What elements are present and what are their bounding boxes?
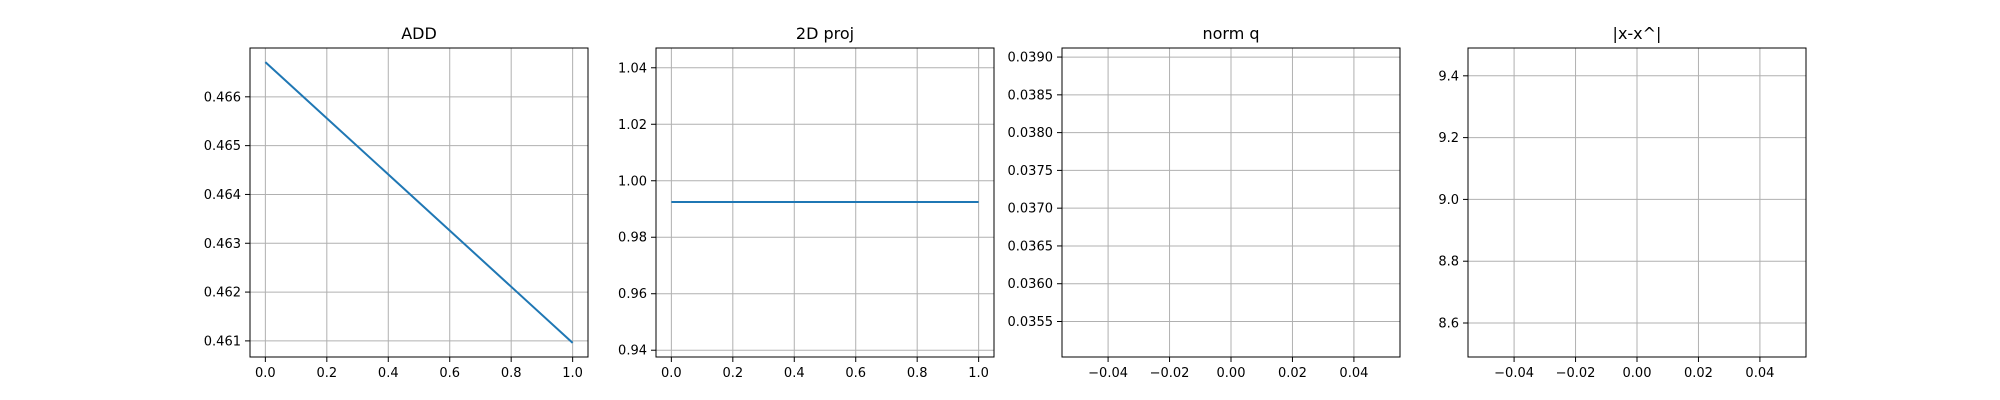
x-tick-label: −0.02 bbox=[1556, 366, 1596, 381]
subplot-add: 0.0 0.2 0.4 0.6 0.8 1.0 0.461 0.462 0.463 0.464 0.… bbox=[204, 24, 589, 381]
x-tick-label: 0.02 bbox=[1684, 366, 1713, 381]
y-tick-label: 9.4 bbox=[1438, 69, 1459, 84]
y-tick-label: 0.98 bbox=[618, 231, 647, 246]
subplot-title: ADD bbox=[401, 24, 437, 43]
subplot-title: norm q bbox=[1202, 24, 1259, 43]
y-tick-label: 0.462 bbox=[204, 286, 241, 301]
x-tick-label: −0.04 bbox=[1088, 366, 1128, 381]
y-tick-label: 0.0390 bbox=[1008, 51, 1054, 66]
y-tick-label: 0.0370 bbox=[1008, 202, 1054, 217]
y-tick-label: 0.0385 bbox=[1008, 88, 1054, 103]
axes-frame bbox=[249, 47, 589, 358]
x-tick-label: 0.2 bbox=[316, 366, 337, 381]
y-tick-label: 0.464 bbox=[204, 188, 241, 203]
x-tick-label: −0.02 bbox=[1150, 366, 1190, 381]
x-tick-label: 1.0 bbox=[968, 366, 989, 381]
subplot-title: |x-x^| bbox=[1613, 24, 1662, 43]
subplot-title: 2D proj bbox=[796, 24, 854, 43]
x-tick-label: 0.00 bbox=[1217, 366, 1246, 381]
y-tick-label: 0.461 bbox=[204, 334, 241, 349]
y-tick-label: 0.466 bbox=[204, 90, 241, 105]
x-tick-label: 0.6 bbox=[845, 366, 866, 381]
series-line bbox=[264, 61, 574, 344]
y-tick-label: 8.6 bbox=[1438, 317, 1459, 332]
y-tick-label: 1.02 bbox=[618, 118, 647, 133]
y-tick-label: 1.00 bbox=[618, 174, 647, 189]
x-tick-label: 0.0 bbox=[255, 366, 276, 381]
axes-frame bbox=[655, 47, 995, 358]
y-tick-label: 8.8 bbox=[1438, 255, 1459, 270]
y-tick-label: 0.0380 bbox=[1008, 126, 1054, 141]
subplot-norm-q: −0.04 −0.02 0.00 0.02 0.04 0.0355 0.0360 0.0365… bbox=[1008, 24, 1401, 381]
axes-frame bbox=[1467, 47, 1807, 358]
y-tick-label: 0.94 bbox=[618, 344, 647, 359]
y-tick-label: 0.465 bbox=[204, 139, 241, 154]
x-tick-label: 1.0 bbox=[562, 366, 583, 381]
y-tick-label: 9.0 bbox=[1438, 193, 1459, 208]
x-tick-label: 0.04 bbox=[1745, 366, 1774, 381]
x-tick-label: 0.4 bbox=[784, 366, 805, 381]
x-tick-label: 0.4 bbox=[378, 366, 399, 381]
x-tick-label: 0.04 bbox=[1339, 366, 1368, 381]
y-tick-label: 0.96 bbox=[618, 287, 647, 302]
x-tick-label: 0.02 bbox=[1278, 366, 1307, 381]
subplot-2d-proj: 0.0 0.2 0.4 0.6 0.8 1.0 0.94 0.96 0.98 1.00 1.02 1.… bbox=[618, 24, 995, 381]
x-tick-label: 0.0 bbox=[661, 366, 682, 381]
y-tick-label: 0.0365 bbox=[1008, 239, 1054, 254]
y-tick-label: 9.2 bbox=[1438, 131, 1459, 146]
y-tick-label: 0.0375 bbox=[1008, 164, 1054, 179]
y-tick-label: 0.0360 bbox=[1008, 277, 1054, 292]
x-tick-label: 0.8 bbox=[907, 366, 928, 381]
x-tick-label: 0.8 bbox=[501, 366, 522, 381]
y-tick-label: 0.463 bbox=[204, 237, 241, 252]
x-tick-label: −0.04 bbox=[1494, 366, 1534, 381]
subplot-x-error: −0.04 −0.02 0.00 0.02 0.04 8.6 8.8 9.0 9.2 9.4 |x-… bbox=[1438, 24, 1807, 381]
y-tick-label: 0.0355 bbox=[1008, 315, 1054, 330]
x-tick-label: 0.6 bbox=[439, 366, 460, 381]
y-tick-label: 1.04 bbox=[618, 61, 647, 76]
x-tick-label: 0.2 bbox=[722, 366, 743, 381]
axes-frame bbox=[1061, 47, 1401, 358]
x-tick-label: 0.00 bbox=[1623, 366, 1652, 381]
